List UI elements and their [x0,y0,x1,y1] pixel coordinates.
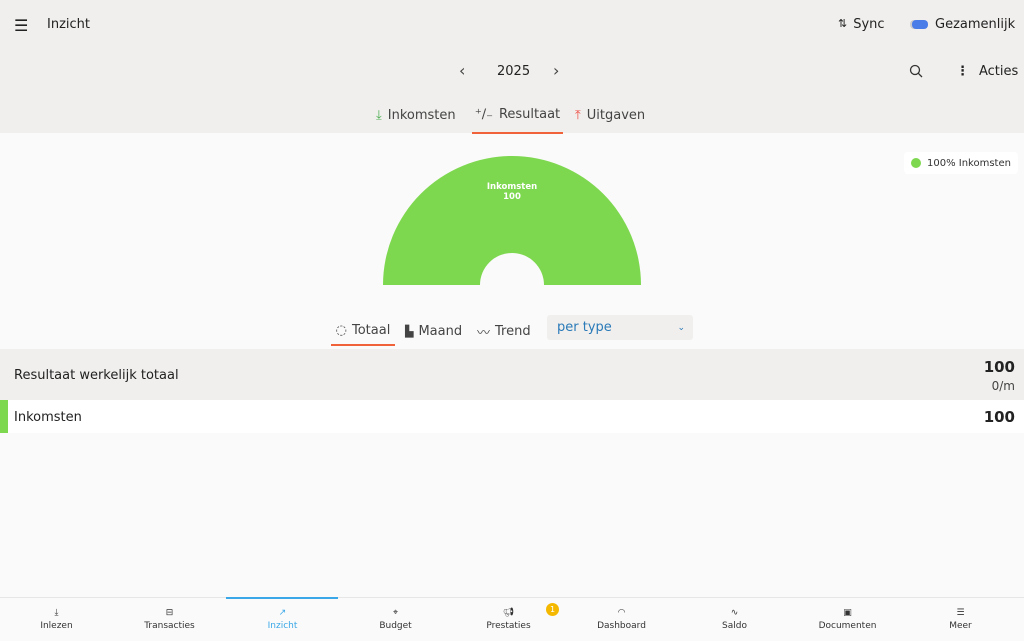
summary-row: Resultaat werkelijk totaal 100 0/m [0,349,1024,400]
gauge-icon: ◠ [617,608,626,618]
insight-chart-icon: ↗ [278,608,287,618]
legend-dot [911,158,921,168]
category-label: Inkomsten [14,410,82,425]
summary-value: 100 [983,358,1015,376]
nav-budget[interactable]: ⌖ Budget [379,608,412,631]
next-year-button[interactable]: › [553,61,560,80]
notification-badge: 1 [546,603,559,616]
sync-button[interactable]: ⇅ Sync [838,17,885,32]
more-vertical-icon: ⋮ [956,64,969,79]
top-bar [0,0,1024,133]
actions-button[interactable]: ⋮ Acties [956,64,1019,79]
category-value: 100 [983,408,1015,426]
download-icon: ⤓ [54,608,59,618]
tab-inkomsten[interactable]: ⤓ Inkomsten [376,107,456,123]
nav-saldo[interactable]: ∿ Saldo [722,608,747,631]
upload-icon: ⤒ [575,107,581,123]
download-icon: ⤓ [376,107,382,123]
bottom-nav: ⤓ Inlezen ⊟ Transacties ↗ Inzicht ⌖ Budget 📢… [0,597,1024,640]
donut-icon: ◌ [335,322,347,338]
chart-legend: 100% Inkomsten [904,152,1018,174]
menu-icon[interactable]: ☰ [14,16,29,35]
subtab-totaal[interactable]: ◌ Totaal [331,316,395,346]
tab-uitgaven[interactable]: ⤒ Uitgaven [575,107,646,123]
nav-meer[interactable]: ☰ Meer [949,608,972,631]
prev-year-button[interactable]: ‹ [459,61,466,80]
year-label: 2025 [497,64,531,79]
nav-inlezen[interactable]: ⤓ Inlezen [40,608,73,631]
slice-label: Inkomsten [487,182,537,192]
active-nav-indicator [226,597,338,599]
megaphone-icon: 📢︎ [502,608,515,618]
slice-inkomsten [383,156,641,285]
account-icon [912,20,928,29]
bar-chart-icon: ▙ [405,324,414,338]
summary-rate: 0/m [991,379,1015,393]
category-row-inkomsten[interactable]: Inkomsten 100 [0,400,1024,433]
menu-icon: ☰ [956,608,965,618]
archive-icon: ▣ [843,608,852,618]
semi-donut-chart: Inkomsten 100 [383,156,641,285]
group-select[interactable]: per type ⌄ [547,315,693,340]
trend-icon: 〰 [477,325,491,341]
page-title: Inzicht [47,17,90,32]
nav-dashboard[interactable]: ◠ Dashboard [597,608,646,631]
search-icon[interactable] [909,63,923,82]
subtab-maand[interactable]: ▙ Maand [405,323,463,339]
sync-icon: ⇅ [838,17,848,30]
nav-transacties[interactable]: ⊟ Transacties [144,608,195,631]
tab-resultaat[interactable]: ⁺∕₋ Resultaat [472,96,563,134]
slice-value: 100 [503,192,521,202]
pulse-icon: ∿ [730,608,739,618]
nav-inzicht[interactable]: ↗ Inzicht [267,608,298,631]
account-switcher[interactable]: Gezamenlijk [912,17,1015,32]
chevron-down-icon: ⌄ [677,322,685,333]
target-icon: ⌖ [392,608,399,618]
summary-label: Resultaat werkelijk totaal [14,368,179,383]
nav-prestaties[interactable]: 📢︎ Prestaties 1 [452,598,565,641]
plus-minus-icon: ⁺∕₋ [474,106,493,122]
category-color-bar [0,400,8,433]
nav-documenten[interactable]: ▣ Documenten [818,608,877,631]
subtab-trend[interactable]: 〰 Trend [477,323,531,341]
transactions-icon: ⊟ [165,608,174,618]
